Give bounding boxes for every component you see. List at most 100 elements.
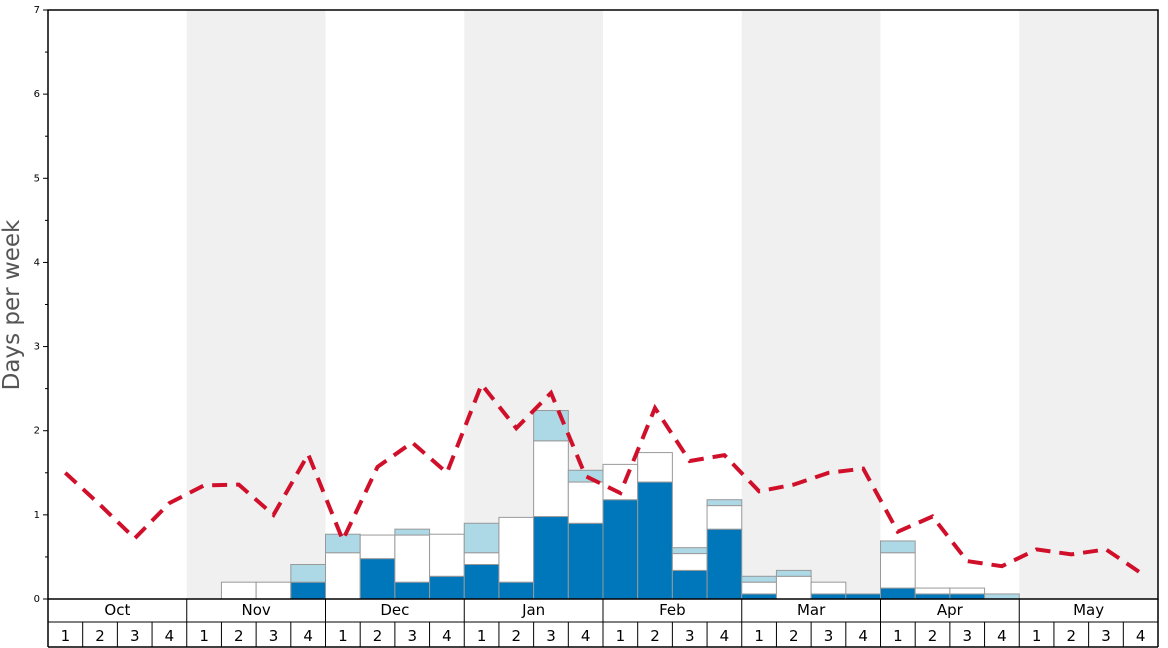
month-label: Nov xyxy=(241,601,270,619)
bar-white xyxy=(567,481,604,524)
bar-dark xyxy=(671,569,708,600)
y-axis-label: Days per week xyxy=(0,219,25,390)
bar-white xyxy=(429,533,465,577)
week-label: 1 xyxy=(338,627,348,645)
week-label: 1 xyxy=(754,627,764,645)
bar-white xyxy=(463,552,500,566)
bar-white xyxy=(671,553,708,571)
week-label: 3 xyxy=(407,627,417,645)
week-label: 1 xyxy=(61,627,71,645)
bar-dark xyxy=(949,593,986,600)
bar-light xyxy=(984,593,1020,600)
month-label: May xyxy=(1073,601,1104,619)
line-series xyxy=(63,380,1142,575)
bar-dark xyxy=(880,587,916,600)
bar-white xyxy=(775,575,812,600)
month-label: Jan xyxy=(521,601,545,619)
y-tick-label: 1 xyxy=(34,510,40,521)
bar-white xyxy=(394,534,431,583)
bar-light xyxy=(463,522,500,554)
week-label: 2 xyxy=(1067,627,1077,645)
week-label: 3 xyxy=(1101,627,1111,645)
bar-white xyxy=(359,534,396,560)
bar-light xyxy=(741,575,777,583)
week-label: 1 xyxy=(893,627,903,645)
y-tick-label: 7 xyxy=(34,5,40,16)
bar-dark xyxy=(637,481,673,600)
y-tick-label: 2 xyxy=(34,426,40,437)
y-tick-label: 4 xyxy=(34,257,40,268)
bar-dark xyxy=(463,564,500,600)
week-label: 1 xyxy=(199,627,209,645)
line-layer xyxy=(63,380,1142,575)
bar-dark xyxy=(567,522,604,600)
bar-white xyxy=(741,581,777,595)
bar-dark xyxy=(741,593,777,600)
week-label: 2 xyxy=(789,627,799,645)
bar-white xyxy=(220,581,257,600)
y-tick-label: 6 xyxy=(34,89,40,100)
bar-white xyxy=(949,587,986,595)
bar-white xyxy=(637,452,673,483)
bar-light xyxy=(325,533,361,554)
week-label: 2 xyxy=(928,627,938,645)
month-label: Mar xyxy=(797,601,826,619)
week-label: 3 xyxy=(546,627,556,645)
bar-light xyxy=(290,564,326,583)
bar-dark xyxy=(914,593,951,600)
bar-white xyxy=(810,581,847,595)
week-label: 1 xyxy=(1032,627,1042,645)
month-label: Apr xyxy=(937,601,964,619)
bar-white xyxy=(706,505,743,530)
week-label: 2 xyxy=(650,627,660,645)
bar-dark xyxy=(498,581,535,600)
week-label: 1 xyxy=(616,627,626,645)
y-tick-label: 0 xyxy=(34,594,40,605)
bar-white xyxy=(325,552,361,600)
bar-light xyxy=(775,569,812,577)
bar-dark xyxy=(706,528,743,600)
week-label: 3 xyxy=(269,627,279,645)
week-label: 4 xyxy=(720,627,730,645)
bar-dark xyxy=(602,499,639,600)
x-axis: Oct Nov Dec Jan Feb Mar Apr May 1 2 3 4 1 2 3 4 1 2 3 4 1 2 3 4… xyxy=(47,599,1159,648)
bar-light xyxy=(394,528,431,536)
month-band xyxy=(1019,10,1158,599)
bar-layer xyxy=(220,410,1020,600)
bar-white xyxy=(914,587,951,595)
month-band xyxy=(186,10,326,599)
week-label: 4 xyxy=(303,627,313,645)
bar-dark xyxy=(290,581,326,600)
week-label: 4 xyxy=(858,627,868,645)
bar-light xyxy=(880,540,916,554)
bar-white xyxy=(880,552,916,589)
bar-light xyxy=(671,547,708,555)
bar-dark xyxy=(359,558,396,600)
week-label: 2 xyxy=(512,627,522,645)
y-tick-label: 3 xyxy=(34,342,40,353)
bar-dark xyxy=(429,575,465,600)
week-label: 2 xyxy=(234,627,244,645)
week-label: 3 xyxy=(962,627,972,645)
week-label: 4 xyxy=(1136,627,1146,645)
week-label: 3 xyxy=(685,627,695,645)
month-label: Feb xyxy=(659,601,686,619)
bar-white xyxy=(533,440,569,518)
week-label: 2 xyxy=(373,627,383,645)
bar-dark xyxy=(394,581,431,600)
week-label: 3 xyxy=(824,627,834,645)
week-label: 4 xyxy=(442,627,452,645)
bar-light xyxy=(533,410,569,442)
week-label: 4 xyxy=(165,627,175,645)
bar-light xyxy=(706,499,743,507)
bar-white xyxy=(255,581,292,600)
week-label: 3 xyxy=(130,627,140,645)
week-label: 4 xyxy=(997,627,1007,645)
week-label: 1 xyxy=(477,627,487,645)
bar-dark xyxy=(533,516,569,600)
month-band xyxy=(741,10,881,599)
week-label: 2 xyxy=(95,627,105,645)
bar-white xyxy=(498,516,535,583)
month-label: Oct xyxy=(104,601,130,619)
